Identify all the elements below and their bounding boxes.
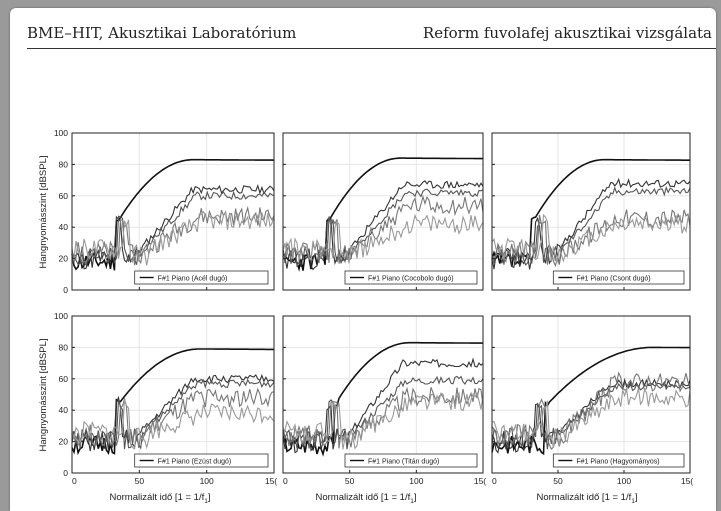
series-line xyxy=(282,188,484,268)
running-header-right: Reform fuvolafej akusztikai vizsgálata xyxy=(422,24,712,42)
x-axis-label-1: Normalizált idő [1 = 1/f1] xyxy=(109,492,210,505)
series-line xyxy=(491,377,691,454)
legend-label: F#1 Piano (Hagyományos) xyxy=(576,459,659,466)
y-tick-label: 80 xyxy=(59,342,69,352)
y-tick-label: 60 xyxy=(59,374,69,384)
series-line xyxy=(491,388,691,448)
series-line xyxy=(282,375,484,450)
series-line xyxy=(491,346,690,456)
series-line xyxy=(491,177,691,270)
y-axis-label-bottom: Hangnyomásszint [dBSPL] xyxy=(38,338,49,451)
x-tick-label: 50 xyxy=(135,476,145,486)
series-line xyxy=(491,371,691,451)
legend-box xyxy=(552,270,685,285)
series-line xyxy=(282,157,483,272)
axes-frame xyxy=(71,132,275,291)
legend-label: F#1 Piano (Titán dugó) xyxy=(368,459,439,466)
series-line xyxy=(71,348,274,456)
series-line xyxy=(491,185,691,266)
x-axis-label-2: Normalizált idő [1 = 1/f1] xyxy=(315,492,416,505)
axes-frame xyxy=(71,315,275,474)
x-tick-label: 50 xyxy=(345,476,355,486)
series-line xyxy=(71,387,275,448)
x-tick-label: 100 xyxy=(200,476,214,486)
series-line xyxy=(282,386,484,449)
y-tick-label: 0 xyxy=(63,285,68,295)
axes-frame xyxy=(491,132,691,291)
series-line xyxy=(71,210,275,266)
axes-frame xyxy=(491,315,691,474)
x-tick-label: 100 xyxy=(409,476,423,486)
series-line xyxy=(282,341,483,457)
running-header-left: BME–HIT, Akusztikai Laboratórium xyxy=(27,24,297,42)
subplot-1: 0 20 40 60 80 100 F#1 Piano (Acél dugó) xyxy=(54,128,275,295)
legend-label: F#1 Piano (Csont dugó) xyxy=(576,276,650,283)
axes-frame xyxy=(282,315,484,474)
x-tick-label: 0 xyxy=(492,476,497,486)
x-tick-label: 0 xyxy=(72,476,77,486)
y-tick-label: 20 xyxy=(59,254,69,264)
legend-box xyxy=(344,453,478,468)
subplot-3: F#1 Piano (Csont dugó) xyxy=(491,132,691,291)
y-tick-label: 60 xyxy=(59,191,69,201)
x-tick-label: 15( xyxy=(681,476,693,486)
legend-box xyxy=(134,453,269,468)
legend-label: F#1 Piano (Ezüst dugó) xyxy=(158,459,232,466)
y-axis-label-top: Hangnyomásszint [dBSPL] xyxy=(38,155,49,268)
x-axis-label-3: Normalizált idő [1 = 1/f1] xyxy=(536,492,637,505)
header-rule xyxy=(27,48,716,49)
legend-box xyxy=(134,270,269,285)
legend-label: F#1 Piano (Cocobolo dugó) xyxy=(368,276,454,283)
legend-label: F#1 Piano (Acél dugó) xyxy=(158,276,228,283)
series-line xyxy=(282,180,484,271)
y-tick-label: 20 xyxy=(59,437,69,447)
legend-box xyxy=(552,453,685,468)
y-tick-label: 80 xyxy=(59,159,69,169)
series-line xyxy=(282,213,484,264)
series-line xyxy=(491,382,691,450)
x-tick-label: 15( xyxy=(474,476,486,486)
series-line xyxy=(282,194,484,264)
axes-frame xyxy=(282,132,484,291)
y-tick-label: 40 xyxy=(59,222,69,232)
subplot-5: 0 50 100 15( F#1 Piano (Titán dugó) xyxy=(282,315,486,486)
series-line xyxy=(282,391,484,450)
x-tick-label: 50 xyxy=(553,476,563,486)
x-tick-label: 0 xyxy=(283,476,288,486)
y-tick-label: 100 xyxy=(54,311,68,321)
subplot-4: 0 20 40 60 80 100 0 50 100 15( F#1 Piano (Ezüst du… xyxy=(54,311,277,486)
series-line xyxy=(71,205,275,266)
series-line xyxy=(71,190,275,267)
y-tick-label: 100 xyxy=(54,128,68,138)
series-line xyxy=(491,213,691,263)
series-line xyxy=(491,158,690,267)
subplot-2: F#1 Piano (Cocobolo dugó) xyxy=(282,132,484,291)
subplot-6: 0 50 100 15( F#1 Piano (Hagyományos) xyxy=(491,315,693,486)
y-tick-label: 0 xyxy=(63,468,68,478)
series-line xyxy=(71,399,275,450)
x-tick-label: 100 xyxy=(617,476,631,486)
series-line xyxy=(71,158,275,271)
y-tick-label: 40 xyxy=(59,405,69,415)
x-tick-label: 15( xyxy=(265,476,277,486)
legend-box xyxy=(344,270,478,285)
